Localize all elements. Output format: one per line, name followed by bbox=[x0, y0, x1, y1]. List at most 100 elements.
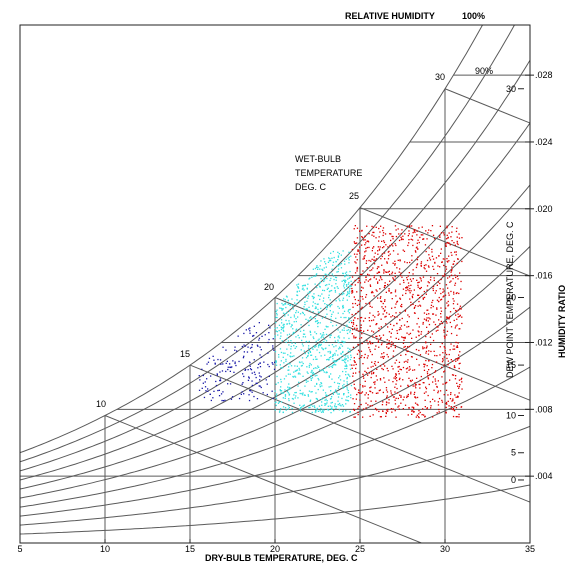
y-tick-label: .028 bbox=[535, 70, 553, 80]
data-point bbox=[453, 307, 455, 310]
data-point bbox=[317, 377, 319, 380]
data-point bbox=[296, 294, 298, 296]
data-point bbox=[256, 382, 258, 384]
data-point bbox=[346, 378, 348, 380]
data-point bbox=[450, 359, 452, 361]
data-point bbox=[323, 279, 326, 281]
data-point bbox=[443, 356, 445, 358]
data-point bbox=[362, 416, 364, 418]
data-point bbox=[411, 235, 413, 237]
data-point bbox=[420, 375, 422, 378]
wet-bulb-label-line-3: DEG. C bbox=[295, 182, 327, 192]
data-point bbox=[394, 260, 396, 262]
data-point bbox=[407, 282, 410, 284]
data-point bbox=[409, 292, 411, 294]
data-point bbox=[358, 389, 360, 391]
data-point bbox=[455, 251, 457, 253]
data-point bbox=[423, 267, 425, 269]
data-point bbox=[412, 385, 414, 387]
data-point bbox=[328, 257, 330, 259]
data-point bbox=[390, 392, 392, 394]
data-point bbox=[308, 340, 310, 343]
data-point bbox=[340, 316, 342, 318]
data-point bbox=[403, 324, 406, 326]
data-point bbox=[319, 384, 321, 386]
data-point bbox=[294, 376, 297, 378]
data-point bbox=[244, 368, 247, 371]
data-point bbox=[337, 255, 340, 257]
data-point bbox=[392, 350, 395, 352]
data-point bbox=[345, 358, 347, 360]
data-point bbox=[385, 271, 387, 273]
data-point bbox=[436, 385, 438, 388]
data-point bbox=[403, 396, 405, 398]
data-point bbox=[408, 239, 410, 241]
data-point bbox=[204, 381, 206, 383]
data-point bbox=[299, 373, 301, 375]
data-point bbox=[370, 278, 372, 280]
data-point bbox=[425, 341, 427, 343]
data-point bbox=[384, 258, 386, 260]
data-point bbox=[419, 297, 421, 299]
data-point bbox=[301, 288, 304, 290]
data-point bbox=[288, 366, 290, 368]
data-point bbox=[425, 230, 427, 232]
data-point bbox=[423, 382, 425, 384]
data-point bbox=[369, 390, 371, 392]
data-point bbox=[409, 225, 411, 227]
data-point bbox=[387, 410, 389, 412]
data-point bbox=[272, 347, 274, 349]
data-point bbox=[391, 273, 393, 275]
data-point bbox=[313, 345, 315, 347]
data-point bbox=[298, 381, 300, 383]
data-point bbox=[341, 293, 343, 296]
data-point bbox=[350, 356, 352, 358]
data-point bbox=[284, 352, 286, 354]
data-point bbox=[348, 295, 350, 298]
data-point bbox=[380, 416, 382, 418]
data-point bbox=[253, 371, 256, 373]
data-point bbox=[450, 236, 452, 238]
data-point bbox=[264, 334, 266, 336]
data-point bbox=[446, 258, 448, 260]
data-point bbox=[395, 295, 397, 297]
data-point bbox=[294, 375, 296, 377]
data-point bbox=[405, 289, 407, 292]
data-point bbox=[410, 393, 412, 395]
data-point bbox=[369, 325, 371, 327]
data-point bbox=[278, 356, 280, 358]
data-point bbox=[384, 309, 386, 311]
data-point bbox=[365, 250, 367, 252]
data-point bbox=[364, 394, 366, 396]
data-point bbox=[369, 415, 371, 417]
data-point bbox=[247, 346, 249, 348]
data-point bbox=[420, 280, 422, 282]
data-point bbox=[389, 323, 392, 325]
data-point bbox=[297, 286, 299, 288]
data-point bbox=[335, 300, 337, 302]
data-point bbox=[334, 336, 336, 339]
data-point bbox=[287, 373, 290, 375]
data-point bbox=[422, 321, 424, 324]
data-point bbox=[446, 322, 448, 324]
wet-bulb-label-line-2: TEMPERATURE bbox=[295, 168, 362, 178]
data-point bbox=[307, 292, 309, 294]
data-point bbox=[214, 362, 216, 364]
data-point bbox=[444, 352, 446, 354]
data-point bbox=[364, 255, 366, 257]
data-point bbox=[438, 255, 440, 257]
data-point bbox=[320, 382, 323, 385]
data-point bbox=[453, 345, 455, 347]
data-point bbox=[322, 369, 324, 371]
data-point bbox=[314, 331, 316, 333]
data-point bbox=[446, 403, 448, 405]
data-point bbox=[391, 243, 393, 245]
data-point bbox=[408, 242, 410, 244]
data-point bbox=[362, 270, 364, 272]
data-point bbox=[255, 376, 257, 379]
data-point bbox=[383, 310, 386, 312]
data-point bbox=[420, 262, 422, 265]
data-point bbox=[371, 269, 373, 271]
data-point bbox=[439, 346, 441, 348]
data-point bbox=[323, 278, 325, 280]
